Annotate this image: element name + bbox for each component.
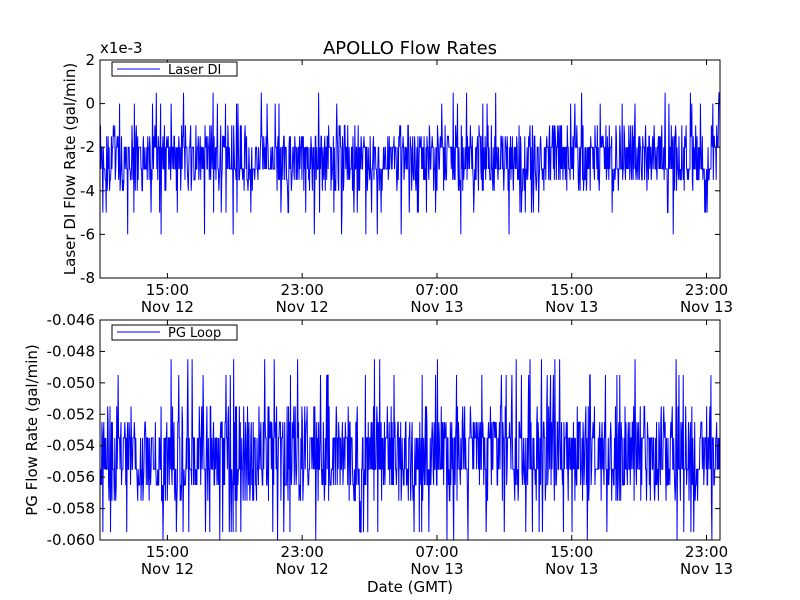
pg-loop-series-line [99,359,721,541]
laser-di-y-tick-label: 2 [85,51,95,69]
laser-di-offset-label: x1e-3 [100,39,143,57]
pg-loop-legend-label: PG Loop [168,326,221,341]
pg-loop-y-axis-label: PG Flow Rate (gal/min) [23,344,41,516]
pg-loop-y-tick-label: -0.048 [47,342,95,360]
laser-di-plot-frame [99,59,721,279]
pg-loop-x-tick-date: Nov 13 [410,560,463,578]
laser-di-y-tick-label: -2 [80,138,95,156]
laser-di-y-tick-label: 0 [85,95,95,113]
laser-di-x-tick-date: Nov 13 [410,298,463,316]
laser-di-y-tick-label: -4 [80,182,95,200]
x-axis-label: Date (GMT) [367,578,453,596]
pg-loop-legend: PG Loop [111,324,238,341]
pg-loop-y-tick-label: -0.050 [47,374,95,392]
pg-loop-y-tick-label: -0.054 [47,437,95,455]
pg-loop-x-tick-date: Nov 13 [680,560,733,578]
laser-di-y-tick-label: -8 [80,269,95,287]
pg-loop-x-tick-date: Nov 12 [276,560,329,578]
laser-di-legend-box [111,61,238,77]
pg-loop-y-ticks: -0.060 -0.058 -0.056 -0.054 -0.052 -0.050 -0.0… [47,311,720,549]
pg-loop-panel: -0.060 -0.058 -0.056 -0.054 -0.052 -0.050 -0.0… [23,311,733,578]
chart-title: APOLLO Flow Rates [323,38,497,59]
laser-di-y-axis-label: Laser DI Flow Rate (gal/min) [61,63,79,275]
pg-loop-x-tick-date: Nov 13 [545,560,598,578]
pg-loop-x-tick-time: 15:00 [550,543,593,561]
pg-loop-y-tick-label: -0.052 [47,405,95,423]
laser-di-y-tick-label: -6 [80,225,95,243]
pg-loop-x-tick-date: Nov 12 [141,560,194,578]
laser-di-x-tick-date: Nov 13 [680,298,733,316]
laser-di-y-ticks: -8 -6 -4 -2 0 2 [80,51,720,287]
pg-loop-plot-frame [99,319,721,541]
laser-di-x-tick-time: 23:00 [281,281,324,299]
laser-di-x-tick-time: 07:00 [415,281,458,299]
pg-loop-y-tick-label: -0.056 [47,468,95,486]
laser-di-x-tick-time: 23:00 [685,281,728,299]
laser-di-legend: Laser DI [111,61,238,78]
pg-loop-series-group [99,359,721,541]
laser-di-x-tick-time: 15:00 [550,281,593,299]
pg-loop-y-tick-label: -0.058 [47,500,95,518]
laser-di-series-group [99,92,721,235]
pg-loop-x-tick-time: 15:00 [146,543,189,561]
pg-loop-legend-box [111,324,238,341]
laser-di-x-tick-date: Nov 13 [545,298,598,316]
laser-di-x-tick-time: 15:00 [146,281,189,299]
laser-di-x-tick-date: Nov 12 [276,298,329,316]
laser-di-series-line [99,92,721,235]
laser-di-legend-label: Laser DI [168,63,221,78]
laser-di-x-tick-date: Nov 12 [141,298,194,316]
pg-loop-x-tick-time: 23:00 [685,543,728,561]
pg-loop-x-tick-time: 07:00 [415,543,458,561]
pg-loop-x-tick-time: 23:00 [281,543,324,561]
pg-loop-y-tick-label: -0.046 [47,311,95,329]
pg-loop-y-tick-label: -0.060 [47,531,95,549]
